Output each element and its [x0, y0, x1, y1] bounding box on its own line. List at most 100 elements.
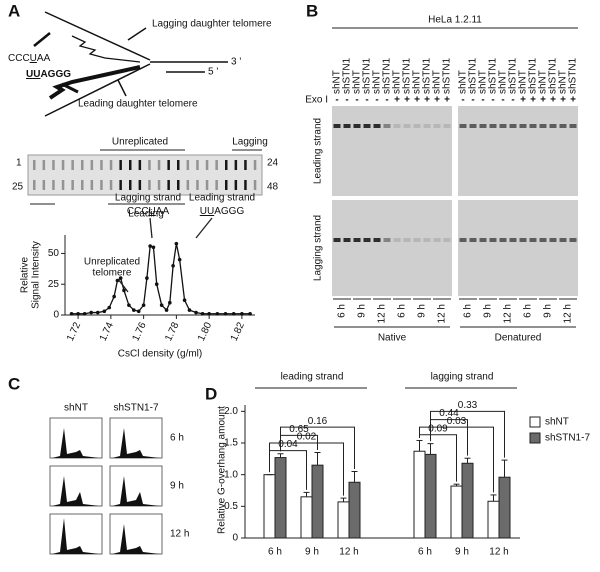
strand-label: Lagging strand	[313, 215, 324, 281]
row-label: 9 h	[170, 481, 184, 492]
row-number: 48	[267, 182, 279, 193]
annotation: Lagging strand	[115, 193, 181, 204]
exo-label: Exo I	[305, 95, 328, 106]
lane-label: shSTN1	[508, 57, 519, 94]
annotation: Unreplicated	[84, 257, 140, 268]
sequence-part: CCC	[8, 53, 30, 64]
sequence: CCCUAA	[8, 53, 51, 64]
gel-band	[383, 238, 391, 242]
y-tick-label: 0.5	[224, 501, 238, 512]
gel-band	[413, 238, 421, 242]
slot	[234, 160, 238, 170]
slot	[148, 160, 151, 170]
data-point	[151, 245, 156, 250]
data-point	[240, 311, 244, 316]
gel-band	[489, 238, 497, 242]
sequence: UUAGGG	[26, 69, 71, 80]
exo-sign: -	[355, 95, 358, 106]
lane-label: shSTN1	[548, 57, 559, 94]
time-label: 9 h	[483, 304, 494, 318]
annotation: CCCUAA	[127, 206, 170, 217]
blot-label: Lagging	[232, 137, 268, 148]
data-point	[248, 311, 252, 316]
data-point	[223, 311, 228, 316]
slot	[52, 160, 55, 170]
slot	[148, 180, 151, 190]
gel-title: HeLa 1.2.11	[428, 15, 482, 26]
legend-label: shNT	[545, 417, 569, 428]
x-tick-label: 12 h	[489, 547, 508, 558]
gel-band	[479, 124, 487, 128]
gel-band	[433, 238, 441, 242]
gel-band	[549, 238, 557, 242]
lane-label: shNT	[432, 70, 443, 94]
data-point	[82, 311, 87, 316]
lane-label: shSTN1	[442, 57, 453, 94]
x-tick-label: 1.72	[65, 320, 83, 343]
lane-label: shSTN1	[528, 57, 539, 94]
slot	[177, 160, 180, 170]
bar	[263, 474, 276, 539]
gel-band	[529, 124, 537, 128]
histogram	[112, 476, 160, 506]
slot	[109, 160, 113, 170]
exo-sign: -	[461, 95, 464, 106]
gel-band	[373, 238, 381, 242]
gel-band	[343, 124, 351, 128]
p-value: 0.02	[297, 432, 317, 443]
data-point	[215, 311, 220, 316]
x-tick-label: 12 h	[339, 547, 358, 558]
gel-band	[423, 238, 431, 242]
gel-band	[569, 238, 577, 242]
error-bar	[464, 457, 471, 464]
blot-label: Unreplicated	[112, 137, 168, 148]
bar	[450, 485, 463, 539]
sequence-part: U	[30, 53, 37, 64]
x-tick-label: 9 h	[305, 547, 319, 558]
gel-band	[559, 124, 567, 128]
exo-sign: -	[345, 95, 348, 106]
y-tick-label: 1.0	[224, 469, 238, 480]
lane-label: shNT	[498, 70, 509, 94]
slot	[205, 180, 209, 190]
annotation-arrow	[195, 217, 213, 239]
bar	[300, 496, 313, 539]
exo-sign: +	[520, 95, 526, 106]
exo-sign: -	[481, 95, 484, 106]
exo-sign: -	[365, 95, 368, 106]
bar	[337, 501, 350, 539]
slot	[81, 180, 84, 190]
x-tick-label: 9 h	[455, 547, 469, 558]
slot	[119, 160, 122, 170]
data-point	[127, 303, 131, 307]
x-tick-label: 1.80	[196, 320, 214, 343]
x-tick-label: 1.82	[229, 320, 247, 343]
time-label: 9 h	[543, 304, 554, 318]
panel-label: B	[306, 1, 318, 20]
slot	[196, 180, 199, 190]
fork-diagram	[33, 11, 228, 117]
gel-band	[443, 238, 451, 242]
slot	[253, 180, 257, 190]
group-label: lagging strand	[431, 372, 494, 383]
gel-band	[489, 124, 497, 128]
annotation: telomere	[93, 268, 132, 279]
y-tick-label: 2.0	[224, 406, 238, 417]
slot	[129, 160, 132, 170]
sequence-part: AA	[37, 53, 51, 64]
slot	[177, 180, 180, 190]
data-point	[174, 241, 179, 246]
exo-sign: +	[550, 95, 556, 106]
panel-label: A	[8, 1, 20, 20]
gel-band	[509, 124, 517, 128]
gel-band	[469, 238, 477, 242]
slot	[215, 180, 218, 190]
slot	[42, 180, 46, 190]
exo-sign: -	[335, 95, 338, 106]
slot	[234, 180, 238, 190]
y-axis-label: Relative	[20, 257, 31, 294]
gel-band	[333, 238, 341, 242]
data-point	[207, 311, 211, 316]
exo-sign: +	[444, 95, 450, 106]
histogram	[52, 476, 100, 506]
